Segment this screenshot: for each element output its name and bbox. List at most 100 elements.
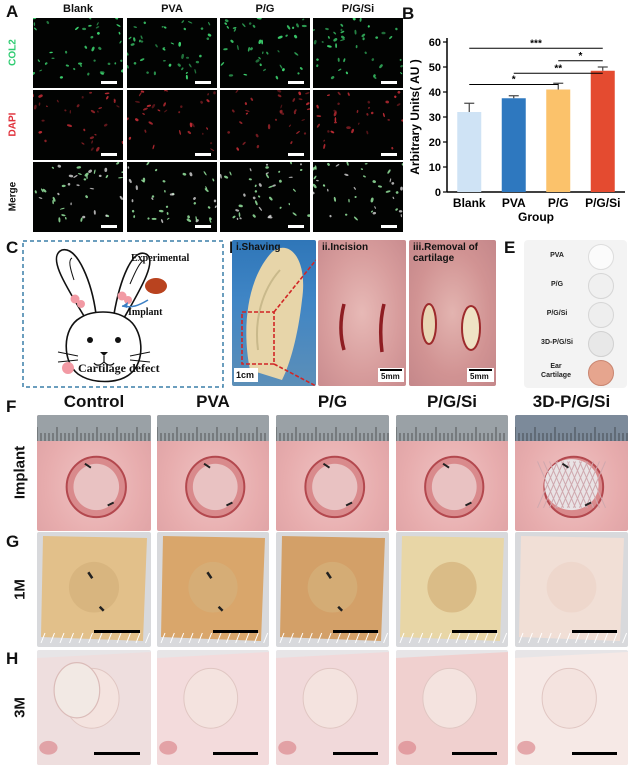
photo-implant-2: [276, 415, 389, 531]
disc-pgsi: [588, 302, 614, 328]
scale-bar: [332, 752, 378, 755]
photo-implant-4: [515, 415, 628, 531]
cartilage-defect-legend: Cartilage defect: [78, 361, 160, 375]
scale-bar: [571, 630, 617, 633]
panel-h-label: H: [6, 649, 19, 668]
scale-bar: [195, 153, 211, 156]
col-label-p-g-si: P/G/Si: [426, 392, 478, 411]
disc-pva: [588, 244, 614, 270]
scale-bar: [94, 752, 140, 755]
col-label-1: PVA: [161, 3, 183, 15]
micrograph-dapi-0: [33, 90, 123, 160]
scale-bar: [195, 81, 211, 84]
x-axis-label: Group: [518, 210, 554, 224]
scale-bar: [101, 81, 117, 84]
row-label-implant: Implant: [11, 445, 29, 500]
micrograph-col2-3: [313, 18, 403, 88]
bar-pva: [501, 98, 526, 192]
scale-bar: [213, 630, 258, 633]
label-pg: P/G: [550, 281, 564, 288]
col-label-2: P/G: [255, 3, 275, 15]
label-ear-cartilage: Ear Cartilage: [541, 363, 571, 379]
col-label-control: Control: [63, 392, 125, 411]
label-3d-pgsi: 3D-P/G/Si: [541, 339, 573, 346]
photo-1m-2: [276, 532, 389, 647]
scale-bar: [452, 630, 497, 633]
significance-label: *: [512, 75, 516, 86]
scale-bar: [101, 153, 117, 156]
step-removal-label: iii.Removal of cartilage: [413, 242, 479, 264]
scale-bar: [288, 225, 304, 228]
x-tick-label: PVA: [502, 196, 526, 210]
row-label-col2: COL2: [7, 39, 19, 66]
col-label-pva: PVA: [196, 392, 230, 411]
micrograph-merge-1: [127, 162, 217, 232]
col-label-0: Blank: [63, 3, 93, 15]
scale-bar: [571, 752, 617, 755]
photo-1m-4: [515, 532, 628, 647]
scale-bar: [332, 630, 378, 633]
label-pva: PVA: [550, 252, 564, 259]
scale-bar: [452, 752, 497, 755]
scale-bar: [101, 225, 117, 228]
micrograph-col2-2: [220, 18, 310, 88]
step-shaving-label: i.Shaving: [236, 242, 281, 253]
col-label-3: P/G/Si: [341, 3, 375, 15]
significance-label: ***: [530, 38, 542, 49]
photo-implant-3: [396, 415, 508, 531]
col-label-3d-p-g-si: 3D-P/G/Si: [532, 392, 611, 411]
micrograph-col2-1: [127, 18, 217, 88]
disc-ear-cartilage: [588, 360, 614, 386]
photo-1m-3: [396, 532, 508, 647]
implant-label: Implant: [128, 307, 163, 318]
row-label-1m: 1M: [11, 578, 29, 600]
col-label-p-g: P/G: [317, 392, 348, 411]
scale-bar: [381, 225, 397, 228]
photo-3m-4: [515, 650, 628, 765]
y-tick-label: 20: [429, 137, 441, 149]
incision-photo: ii.Incision 5mm: [318, 240, 406, 386]
y-tick-label: 60: [429, 37, 441, 49]
row-label-dapi: DAPI: [7, 112, 19, 137]
y-tick-label: 10: [429, 162, 441, 174]
micrograph-col2-0: [33, 18, 123, 88]
scale-5mm-d3: 5mm: [470, 372, 489, 381]
micrograph-dapi-2: [220, 90, 310, 160]
x-tick-label: Blank: [453, 196, 486, 210]
y-tick-label: 50: [429, 62, 441, 74]
y-tick-label: 40: [429, 87, 441, 99]
micrograph-dapi-3: [313, 90, 403, 160]
row-label-3m: 3M: [11, 696, 29, 718]
photo-1m-0: [37, 532, 151, 647]
panel-b-label: B: [402, 4, 415, 23]
photo-implant-1: [157, 415, 269, 531]
photo-3m-3: [396, 650, 508, 765]
micrograph-merge-0: [33, 162, 123, 232]
photo-1m-1: [157, 532, 269, 647]
disc-3d-pgsi: [588, 331, 614, 357]
x-tick-label: P/G/Si: [585, 196, 620, 210]
y-tick-label: 0: [435, 187, 441, 199]
scale-bar: [381, 81, 397, 84]
micrograph-merge-3: [313, 162, 403, 232]
photo-3m-0: [37, 650, 151, 765]
x-tick-label: P/G: [548, 196, 569, 210]
photo-implant-0: [37, 415, 151, 531]
photo-3m-2: [276, 650, 389, 765]
removal-photo: iii.Removal of cartilage 5mm: [409, 240, 496, 386]
scale-bar: [195, 225, 211, 228]
significance-label: **: [554, 63, 562, 74]
scale-bar: [288, 153, 304, 156]
experimental-label: Experimental: [131, 253, 190, 264]
disc-pg: [588, 273, 614, 299]
bar-p-g-si: [590, 70, 615, 192]
panel-e-label: E: [504, 238, 516, 257]
scale-bar: [94, 630, 140, 633]
significance-label: *: [579, 51, 583, 62]
label-pgsi: P/G/Si: [546, 310, 568, 317]
panel-c-label: C: [6, 238, 19, 257]
panel-g-label: G: [6, 532, 20, 551]
scale-bar: [288, 81, 304, 84]
micrograph-merge-2: [220, 162, 310, 232]
panel-f-label: F: [6, 397, 17, 416]
